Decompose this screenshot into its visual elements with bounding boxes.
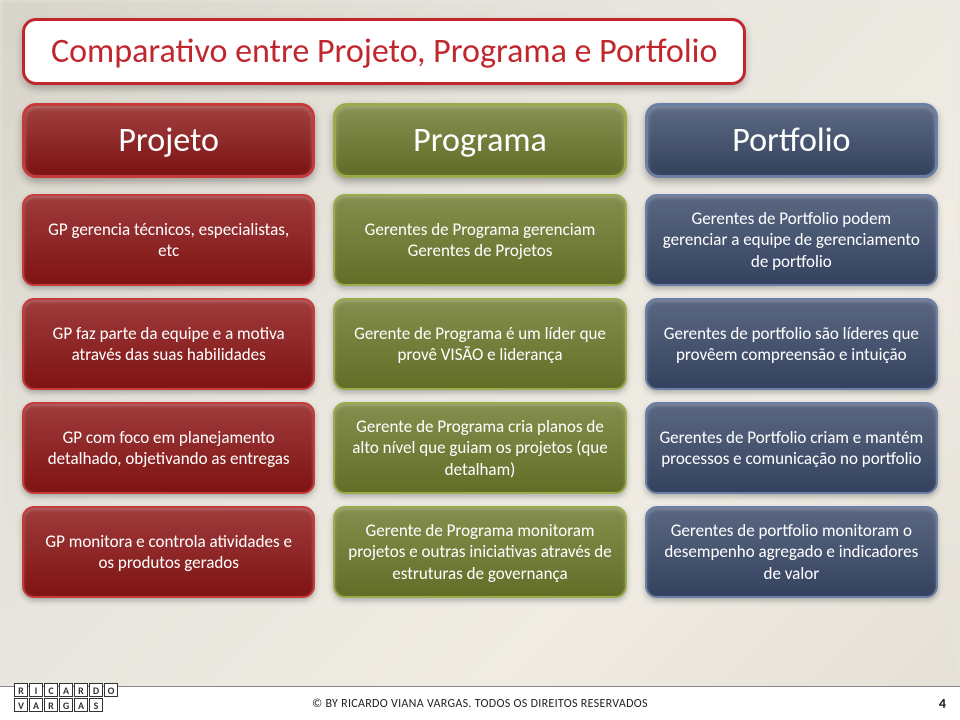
logo-letter: C bbox=[44, 683, 58, 697]
logo-letter: D bbox=[89, 683, 103, 697]
logo-letter: A bbox=[29, 698, 43, 712]
cell-programa: Gerente de Programa cria planos de alto … bbox=[333, 402, 626, 494]
slide-title-box: Comparativo entre Projeto, Programa e Po… bbox=[22, 18, 746, 85]
slide-footer: RICARDOVARGAS © BY RICARDO VIANA VARGAS.… bbox=[0, 686, 960, 720]
grid-row: GP gerencia técnicos, especialistas, etc… bbox=[22, 194, 938, 286]
logo-letter: S bbox=[89, 698, 103, 712]
column-headers: Projeto Programa Portfolio bbox=[22, 103, 938, 178]
header-projeto: Projeto bbox=[22, 103, 315, 178]
logo-letter: R bbox=[74, 683, 88, 697]
comparison-grid: GP gerencia técnicos, especialistas, etc… bbox=[22, 194, 938, 598]
logo-letter: V bbox=[14, 698, 28, 712]
logo-letter: O bbox=[104, 683, 118, 697]
slide-content: Comparativo entre Projeto, Programa e Po… bbox=[0, 0, 960, 720]
cell-portfolio: Gerentes de Portfolio podem gerenciar a … bbox=[645, 194, 938, 286]
cell-programa: Gerente de Programa é um líder que provê… bbox=[333, 298, 626, 390]
grid-row: GP faz parte da equipe e a motiva atravé… bbox=[22, 298, 938, 390]
logo-letter: I bbox=[29, 683, 43, 697]
cell-projeto: GP faz parte da equipe e a motiva atravé… bbox=[22, 298, 315, 390]
header-programa: Programa bbox=[333, 103, 626, 178]
page-number: 4 bbox=[939, 695, 946, 712]
cell-portfolio: Gerentes de portfolio monitoram o desemp… bbox=[645, 506, 938, 598]
logo-letter: R bbox=[14, 683, 28, 697]
cell-portfolio: Gerentes de portfolio são líderes que pr… bbox=[645, 298, 938, 390]
logo-letter: A bbox=[74, 698, 88, 712]
cell-projeto: GP gerencia técnicos, especialistas, etc bbox=[22, 194, 315, 286]
header-label: Programa bbox=[413, 120, 547, 161]
cell-portfolio: Gerentes de Portfolio criam e mantém pro… bbox=[645, 402, 938, 494]
cell-programa: Gerentes de Programa gerenciam Gerentes … bbox=[333, 194, 626, 286]
header-portfolio: Portfolio bbox=[645, 103, 938, 178]
slide-title: Comparativo entre Projeto, Programa e Po… bbox=[51, 31, 717, 72]
logo-letter: G bbox=[59, 698, 73, 712]
copyright-text: © BY RICARDO VIANA VARGAS. TODOS OS DIRE… bbox=[0, 697, 960, 711]
author-logo: RICARDOVARGAS bbox=[14, 683, 118, 712]
logo-letter: A bbox=[59, 683, 73, 697]
logo-letter: R bbox=[44, 698, 58, 712]
grid-row: GP monitora e controla atividades e os p… bbox=[22, 506, 938, 598]
header-label: Projeto bbox=[118, 120, 219, 161]
cell-projeto: GP com foco em planejamento detalhado, o… bbox=[22, 402, 315, 494]
header-label: Portfolio bbox=[732, 120, 850, 161]
cell-projeto: GP monitora e controla atividades e os p… bbox=[22, 506, 315, 598]
grid-row: GP com foco em planejamento detalhado, o… bbox=[22, 402, 938, 494]
cell-programa: Gerente de Programa monitoram projetos e… bbox=[333, 506, 626, 598]
